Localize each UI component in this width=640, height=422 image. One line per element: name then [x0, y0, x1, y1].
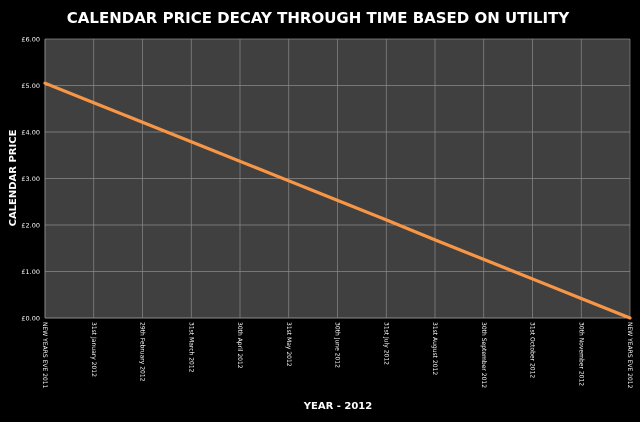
grid-lines: [44, 38, 631, 319]
x-axis-title: YEAR - 2012: [303, 401, 372, 412]
y-axis-ticks: £0.00 £1.00 £2.00 £3.00 £4.00 £5.00 £6.00: [21, 35, 40, 322]
x-tick-label: 31st January 2012: [90, 322, 97, 377]
x-tick-label: NEW YEARS EVE 2012: [626, 322, 633, 389]
y-tick-label: £1.00: [21, 268, 40, 276]
x-tick-label: 31st October 2012: [529, 322, 536, 378]
x-tick-label: 31st March 2012: [187, 322, 194, 373]
x-tick-label: 31st August 2012: [431, 322, 438, 375]
y-tick-label: £2.00: [21, 221, 40, 229]
y-tick-label: £5.00: [21, 82, 40, 90]
x-tick-label: 30th April 2012: [236, 322, 243, 369]
x-tick-label: 30th June 2012: [334, 322, 341, 368]
x-tick-label: 30th September 2012: [480, 322, 487, 388]
y-axis-title: CALENDAR PRICE: [8, 129, 19, 226]
chart-title: CALENDAR PRICE DECAY THROUGH TIME BASED …: [67, 9, 571, 27]
x-axis-ticks: NEW YEARS EVE 2011 31st January 2012 29th …: [41, 322, 633, 389]
y-tick-label: £6.00: [21, 35, 40, 43]
series-layer: [43, 81, 632, 320]
x-tick-label: 29th February 2012: [139, 322, 146, 382]
y-tick-label: £4.00: [21, 128, 40, 136]
y-tick-label: £3.00: [21, 175, 40, 183]
series-line: [43, 81, 632, 320]
x-tick-label: 30th November 2012: [577, 322, 584, 386]
x-tick-label: 31st May 2012: [285, 322, 292, 367]
y-tick-label: £0.00: [21, 314, 40, 322]
x-tick-label: 31st July 2012: [382, 322, 389, 365]
x-tick-label: NEW YEARS EVE 2011: [41, 322, 48, 389]
